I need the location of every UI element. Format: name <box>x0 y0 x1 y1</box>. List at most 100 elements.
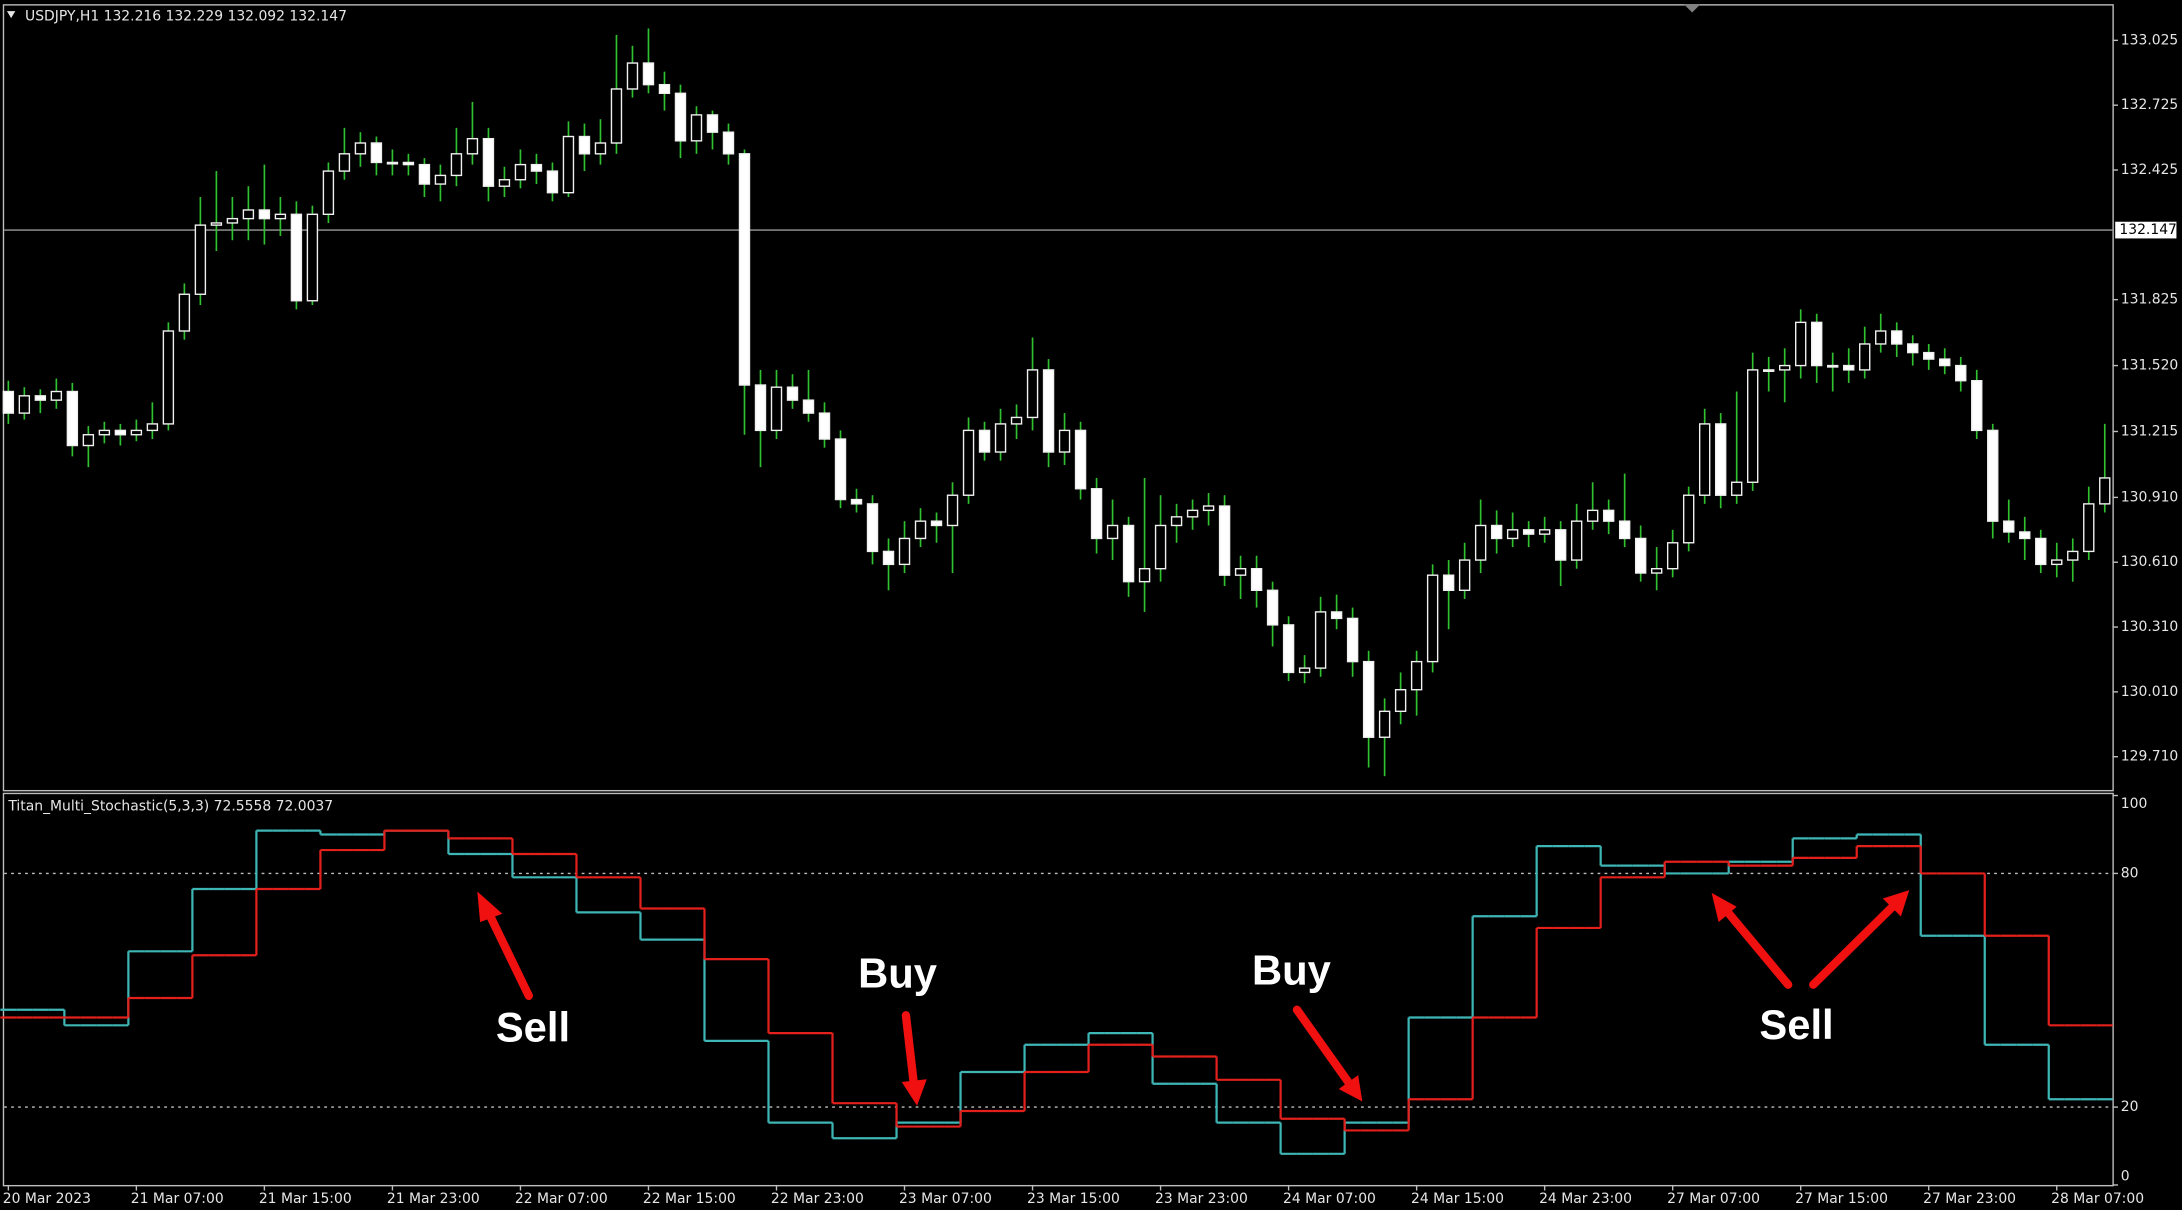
candle-body <box>818 412 831 440</box>
y-tick-label: 80 <box>2121 865 2139 881</box>
y-tick-label: 20 <box>2121 1099 2139 1115</box>
candle-body <box>2099 477 2111 505</box>
last-price-box <box>2115 221 2177 239</box>
candle-body <box>1026 369 1039 419</box>
y-tick-label: 130.910 <box>2121 489 2179 505</box>
x-tick-label: 24 Mar 07:00 <box>1283 1191 1376 1207</box>
candle-body <box>1154 524 1167 570</box>
candle-body <box>1042 369 1055 453</box>
candle-body <box>1186 509 1199 518</box>
candle-body <box>338 153 351 172</box>
annotation-bg <box>1746 1002 1847 1053</box>
indicator-title: Titan_Multi_Stochastic(5,3,3) 72.5558 72… <box>7 799 333 815</box>
candle-body <box>1330 611 1343 620</box>
candle-body <box>786 386 799 401</box>
candle-body <box>354 142 367 155</box>
candle-body <box>1058 429 1071 453</box>
candle-body <box>1570 520 1583 561</box>
candle-body <box>1506 529 1519 540</box>
x-tick-label: 21 Mar 15:00 <box>259 1191 352 1207</box>
arrows <box>477 890 1910 1106</box>
x-tick-label: 22 Mar 07:00 <box>515 1191 608 1207</box>
candle-body <box>450 153 463 177</box>
candle-body <box>1010 416 1023 425</box>
candle-body <box>1554 529 1567 561</box>
candle-body <box>210 222 223 226</box>
candle-body <box>1698 423 1711 496</box>
candle-body <box>1602 509 1615 522</box>
annotation: Buy <box>858 949 937 996</box>
candle-body <box>178 293 191 332</box>
y-tick-label: 131.520 <box>2121 358 2179 374</box>
candle-body <box>1650 568 1663 574</box>
candle-body <box>194 224 207 295</box>
candle-body <box>1138 568 1151 583</box>
y-tick-label: 0 <box>2121 1169 2130 1185</box>
candle-body <box>66 390 79 447</box>
candle-body <box>546 170 559 194</box>
arrow-head <box>477 891 503 923</box>
candle-body <box>130 429 143 436</box>
candle-body <box>1090 488 1103 540</box>
last-price-label: 132.147 <box>2119 222 2177 238</box>
candle-body <box>994 423 1007 453</box>
candle-body <box>914 520 927 540</box>
arrow <box>482 905 533 1000</box>
y-tick-label: 133.025 <box>2121 32 2179 48</box>
candle-body <box>1811 321 1823 367</box>
annotation: Sell <box>1759 1001 1833 1048</box>
x-tick-label: 21 Mar 23:00 <box>387 1191 480 1207</box>
candle-body <box>882 550 895 566</box>
y-tick-label: 100 <box>2121 796 2148 812</box>
main-title: USDJPY,H1 132.216 132.229 132.092 132.14… <box>25 9 347 25</box>
candle-body <box>770 386 783 432</box>
x-tick-label: 23 Mar 15:00 <box>1027 1191 1120 1207</box>
candle-body <box>1923 351 1935 360</box>
candle-body <box>162 330 175 425</box>
candle-body <box>1362 660 1375 738</box>
candle-body <box>482 137 495 187</box>
candle-body <box>418 163 431 185</box>
candle-body <box>322 170 335 216</box>
candle-body <box>1394 689 1407 713</box>
arrow <box>1721 905 1793 989</box>
candle-body <box>1859 343 1871 371</box>
y-tick-label: 130.010 <box>2121 684 2179 700</box>
y-tick-label: 129.710 <box>2121 749 2179 765</box>
y-tick-label: 131.825 <box>2121 292 2179 308</box>
candle-body <box>2067 550 2079 561</box>
candle-body <box>738 153 751 386</box>
candle-body <box>1955 364 1967 382</box>
y-tick-label: 132.425 <box>2121 162 2179 178</box>
candle-body <box>978 429 991 453</box>
candle-body <box>242 209 255 220</box>
candle-body <box>578 135 591 155</box>
candle-body <box>18 395 31 414</box>
candle-body <box>1907 343 1919 354</box>
candle-body <box>1586 509 1599 522</box>
candle-body <box>674 92 687 142</box>
arrow <box>1292 1005 1356 1091</box>
candle-body <box>706 114 719 133</box>
candle-body <box>754 384 767 432</box>
candle-body <box>2083 503 2095 553</box>
candle-body <box>1891 330 1903 345</box>
candle-body <box>1538 529 1551 535</box>
candle-body <box>498 179 511 187</box>
candle-body <box>1666 542 1679 570</box>
candle-body <box>114 429 127 436</box>
candle-body <box>1474 524 1487 561</box>
candle-body <box>82 434 95 447</box>
candle-body <box>2035 537 2047 566</box>
candle-body <box>386 161 399 165</box>
candle-body <box>562 135 575 194</box>
y-tick-label: 130.310 <box>2121 619 2179 635</box>
candle-body <box>1314 611 1327 669</box>
candle-body <box>930 520 943 527</box>
candle-body <box>850 498 863 505</box>
candle-body <box>1234 568 1247 576</box>
candle-body <box>1682 494 1695 544</box>
candle-body <box>290 213 303 302</box>
